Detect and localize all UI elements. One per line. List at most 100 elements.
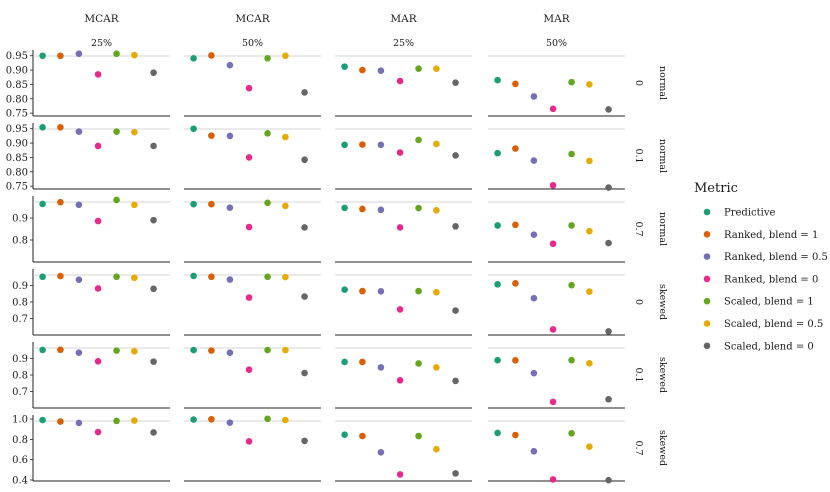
data-point	[208, 52, 215, 59]
col-header-rate: 25%	[91, 38, 112, 49]
legend-label: Scaled, blend = 0	[724, 341, 814, 352]
row-strip-value: 0	[633, 80, 644, 86]
legend-label: Scaled, blend = 1	[724, 297, 814, 308]
facet-panel	[335, 420, 472, 482]
data-point	[377, 364, 385, 371]
data-point	[586, 227, 593, 235]
data-point	[512, 80, 519, 88]
facet-panel	[33, 124, 170, 190]
data-point	[452, 152, 459, 159]
facet-panel	[184, 125, 321, 190]
data-point	[415, 287, 422, 295]
data-point	[605, 184, 612, 191]
legend-entry: Ranked, blend = 1	[703, 230, 818, 241]
y-tick-label: 0.7	[12, 387, 28, 398]
y-tick-label: 0.85	[6, 80, 28, 91]
data-point	[39, 273, 46, 281]
data-point	[150, 69, 157, 76]
data-point	[208, 347, 215, 354]
data-point	[415, 432, 422, 440]
data-point	[605, 239, 612, 247]
col-header-rate: 50%	[242, 38, 263, 49]
row-strip-distribution: skewed	[657, 284, 668, 320]
facet-panel	[184, 199, 321, 263]
data-point	[39, 416, 46, 424]
data-point	[150, 429, 157, 436]
data-point	[377, 206, 385, 214]
data-point	[150, 142, 157, 150]
y-tick-label: 1.0	[12, 415, 28, 426]
data-point	[549, 326, 557, 333]
data-point	[113, 196, 120, 204]
data-point	[494, 281, 501, 288]
data-point	[208, 415, 215, 423]
data-point	[226, 276, 234, 283]
y-tick-label: 0.9	[12, 281, 28, 292]
data-point	[377, 287, 385, 295]
data-point	[452, 223, 459, 230]
data-point	[452, 307, 459, 314]
legend-swatch	[703, 342, 711, 350]
data-point	[282, 133, 289, 141]
data-point	[586, 81, 593, 88]
data-point	[57, 346, 64, 354]
row-strip-distribution: skewed	[657, 430, 668, 466]
legend-entry: Scaled, blend = 0	[703, 341, 814, 352]
legend-label: Ranked, blend = 0.5	[724, 252, 828, 263]
data-point	[39, 124, 46, 131]
data-point	[605, 476, 612, 484]
data-point	[377, 448, 385, 456]
data-point	[512, 145, 519, 152]
facet-panel	[335, 128, 472, 190]
data-point	[359, 287, 366, 295]
data-point	[494, 222, 501, 229]
data-point	[113, 417, 120, 425]
data-point	[586, 157, 593, 165]
data-point	[415, 65, 422, 72]
data-point	[530, 294, 538, 302]
facet-panel	[184, 346, 321, 409]
legend-entry: Ranked, blend = 0.5	[703, 252, 828, 263]
data-point	[433, 207, 440, 214]
legend-entry: Predictive	[703, 208, 775, 219]
data-point	[113, 347, 120, 354]
data-point	[452, 79, 459, 87]
y-tick-label: 0.95	[6, 124, 28, 135]
y-tick-label: 0.85	[6, 153, 28, 164]
row-strip-value: 0.1	[633, 367, 644, 382]
data-point	[190, 416, 197, 423]
data-point	[150, 285, 157, 293]
data-point	[226, 204, 234, 211]
data-point	[190, 55, 197, 62]
facet-panel	[335, 347, 472, 409]
data-point	[131, 51, 138, 59]
data-point	[452, 377, 459, 385]
y-tick-label: 0.7	[12, 314, 28, 325]
data-point	[341, 204, 348, 212]
data-point	[190, 272, 197, 280]
data-point	[75, 128, 83, 135]
y-tick-label: 0.4	[12, 475, 28, 486]
data-point	[341, 358, 348, 366]
y-tick-label: 0.80	[6, 94, 28, 105]
row-strip-value: 0.1	[633, 148, 644, 163]
data-point	[341, 63, 348, 70]
data-point	[131, 274, 138, 282]
facet-panel	[488, 420, 625, 484]
legend-label: Ranked, blend = 0	[724, 274, 818, 285]
data-point	[301, 156, 308, 164]
data-point	[377, 67, 385, 74]
data-point	[113, 273, 120, 281]
facet-panels: 0.95 0.90 0.85 0.80 0.75 0.95 0.90 0.85 0.80 0.75…	[6, 50, 625, 486]
legend-swatch	[703, 231, 711, 238]
data-point	[208, 200, 215, 208]
data-point	[341, 141, 348, 149]
facet-panel	[33, 416, 170, 482]
data-point	[245, 223, 253, 231]
legend-title: Metric	[694, 181, 738, 196]
data-point	[494, 76, 501, 84]
data-point	[433, 364, 440, 371]
data-point	[245, 84, 253, 92]
data-point	[282, 273, 289, 281]
